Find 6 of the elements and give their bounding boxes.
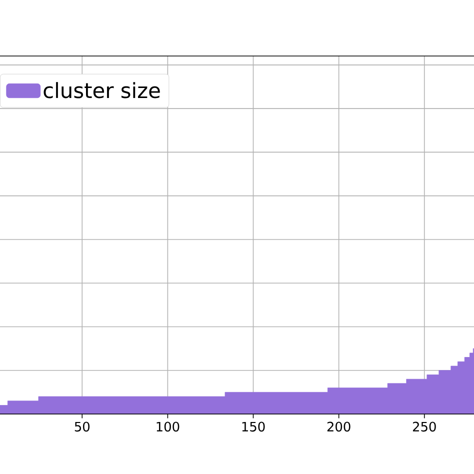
- x-tick-label: 100: [156, 422, 180, 432]
- x-tick-label: 250: [412, 422, 436, 432]
- x-tick-label: 150: [242, 422, 265, 432]
- legend-label: cluster size: [44, 82, 160, 98]
- x-tick-label: 50: [74, 422, 90, 432]
- x-tick-label: 200: [327, 422, 350, 432]
